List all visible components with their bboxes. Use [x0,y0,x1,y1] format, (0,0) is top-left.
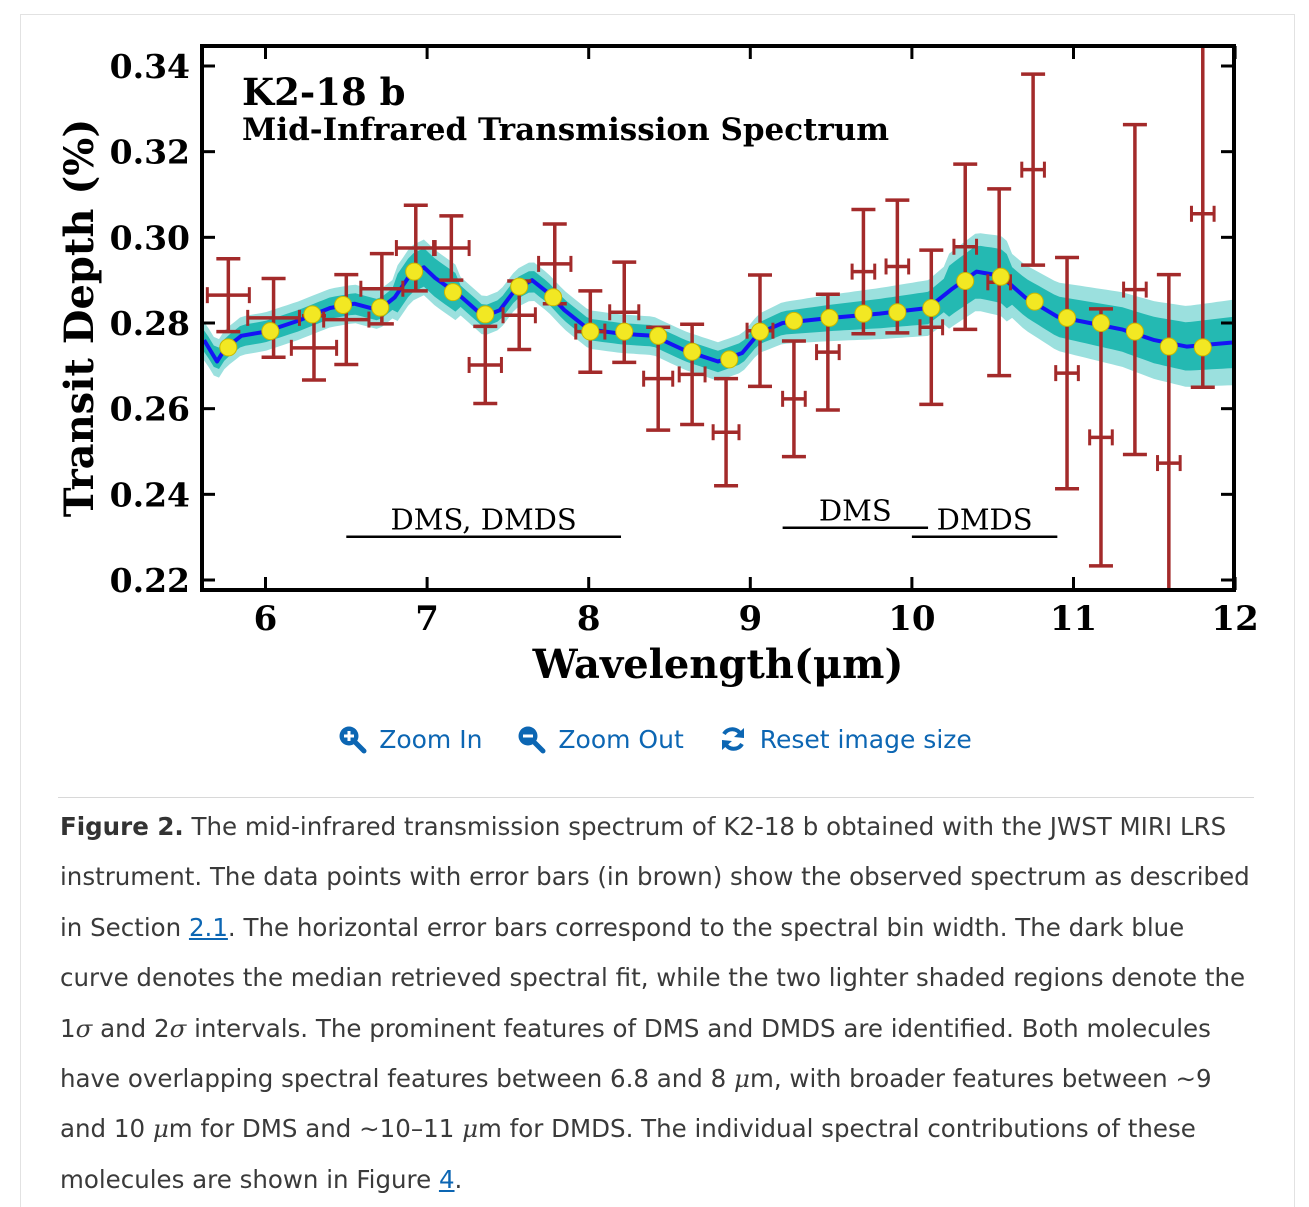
binned-model-point [649,326,668,345]
binned-model-point [1193,338,1212,357]
figure-link[interactable]: 4 [438,1164,455,1194]
zoom-in-button[interactable]: Zoom In [337,724,482,754]
observed-point [918,248,945,407]
zoom-controls: Zoom In Zoom Out Reset image size [0,724,1309,768]
divider [58,797,1254,798]
zoom-in-icon [339,726,367,754]
y-tick-label: 0.26 [110,390,190,429]
binned-model-point [1125,322,1144,341]
annotation-label: DMS, DMDS [391,503,577,537]
x-axis-label: Wavelength(μm) [532,641,904,688]
mu-symbol: μ [152,1114,169,1144]
figure-frame [20,14,1295,1207]
binned-model-point [1091,314,1110,332]
caption-text: and 2 [92,1013,170,1043]
observed-point [1054,255,1080,491]
binned-model-point [261,322,280,341]
binned-model-point [1159,337,1178,356]
annotation-label: DMDS [937,503,1033,537]
binned-model-point [510,277,529,296]
observed-point [1088,307,1114,568]
annotation-label: DMS [819,494,892,528]
x-tick-label: 11 [1050,599,1097,639]
binned-model-point [334,296,353,315]
x-tick-label: 7 [415,599,439,639]
observed-point [1122,122,1148,457]
binned-model-point [991,267,1010,286]
y-axis-label: Transit Depth (%) [56,119,103,518]
zoom-in-label: Zoom In [379,724,483,754]
binned-model-point [683,342,702,361]
reset-image-size-label: Reset image size [759,724,972,754]
observed-point [1189,46,1216,389]
binned-model-point [615,322,634,341]
binned-model-point [956,272,975,291]
refresh-icon [721,727,744,751]
x-tick-label: 10 [888,599,935,639]
y-tick-label: 0.22 [110,561,190,600]
y-tick-label: 0.34 [110,47,190,86]
binned-model-point [922,299,941,318]
x-tick-label: 12 [1211,599,1258,639]
observed-point [322,272,371,367]
binned-model-point [750,322,769,341]
observed-point [205,257,251,334]
observed-point [246,276,301,360]
observed-point [952,162,979,332]
chart-title: K2-18 b [242,70,406,114]
binned-model-point [303,305,322,324]
zoom-out-label: Zoom Out [558,724,684,754]
binned-model-point [888,303,907,322]
chart-subtitle: Mid-Infrared Transmission Spectrum [242,112,889,148]
caption-text: m for DMDS. The individual spectral cont… [60,1114,1196,1194]
binned-model-point [405,262,424,281]
observed-point [467,324,503,406]
section-link[interactable]: 2.1 [188,912,228,942]
y-tick-label: 0.28 [110,304,190,343]
y-tick-label: 0.32 [110,133,190,172]
x-tick-label: 6 [254,599,278,639]
zoom-out-button[interactable]: Zoom Out [516,724,684,754]
observed-point [711,376,741,488]
binned-model-point [371,298,390,317]
caption-label: Figure 2. [60,812,184,841]
binned-model-point [544,288,563,307]
binned-model-point [784,311,803,330]
observed-point [677,322,707,427]
sigma-symbol: σ [169,1013,187,1043]
plot-frame [200,44,1236,592]
mu-symbol: μ [462,1114,479,1144]
reset-image-size-button[interactable]: Reset image size [718,724,972,754]
observed-point [1020,72,1046,267]
binned-model-point [1025,292,1044,311]
binned-model-point [219,338,238,357]
binned-model-point [443,283,462,302]
figure-caption: Figure 2. The mid-infrared transmission … [60,802,1260,1205]
caption-text: intervals. The prominent features of DMS… [60,1013,1211,1094]
x-tick-label: 8 [577,599,601,639]
sigma-symbol: σ [75,1013,93,1043]
binned-model-point [476,305,495,324]
observed-point [432,214,471,282]
x-tick-label: 9 [738,599,762,639]
caption-text: . [454,1164,463,1194]
caption-text: . The horizontal error bars correspond t… [60,912,1246,1043]
caption-text: The mid-infrared transmission spectrum o… [60,812,1250,942]
spectrum-chart: DMS, DMDS DMS DMDS 6 7 8 9 10 11 12 0.22 0.24 0.26 0… [56,44,1259,688]
binned-model-point [1058,308,1077,327]
one-sigma-band [202,245,1234,373]
observed-point [608,260,641,365]
y-tick-label: 0.30 [110,218,190,257]
binned-model-point [720,350,739,369]
mu-symbol: μ [734,1064,750,1094]
binned-model-point [581,322,600,341]
y-tick-label: 0.24 [110,475,190,514]
observed-point [781,339,807,459]
zoom-out-icon [518,726,546,754]
binned-model-point [820,308,839,327]
caption-text: m, with broader features between ∼9 and … [60,1064,1212,1144]
binned-model-point [854,304,873,323]
caption-text: m for DMS and ∼10–11 [168,1114,463,1144]
